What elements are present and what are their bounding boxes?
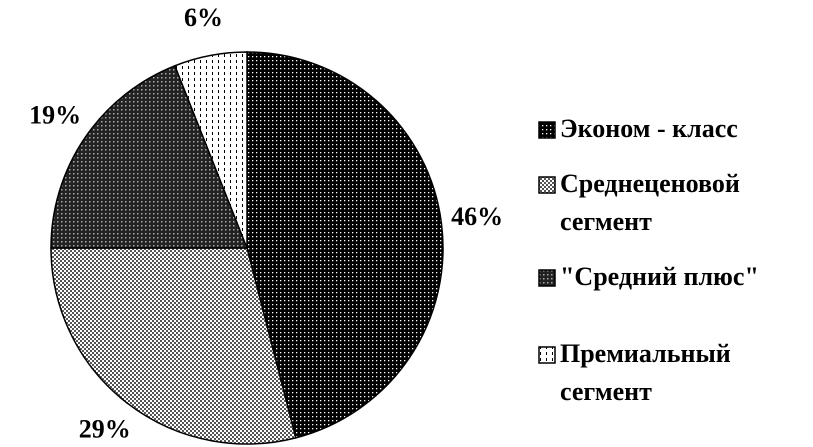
- data-label: 6%: [184, 3, 223, 32]
- data-label: 19%: [29, 101, 81, 130]
- legend-swatch-rect: [538, 121, 556, 139]
- legend-swatch: [538, 121, 556, 139]
- legend-swatch: [538, 269, 556, 287]
- pie-slice: [50, 64, 249, 249]
- legend-item: Премиальный сегмент: [538, 335, 808, 411]
- data-label: 29%: [79, 414, 131, 443]
- pie-slice: [173, 51, 248, 249]
- legend-swatch-rect: [538, 269, 556, 287]
- chart: 46% 29% 19% 6%: [29, 3, 503, 445]
- legend-label: Премиальный сегмент: [560, 339, 731, 406]
- legend-label: Среднеценовой сегмент: [560, 169, 740, 236]
- legend-swatch: [538, 346, 556, 364]
- pie-slice: [50, 247, 297, 445]
- legend-label: Эконом - класс: [560, 114, 738, 143]
- legend-label: "Средний плюс": [560, 262, 759, 291]
- legend-item: "Средний плюс": [538, 258, 808, 296]
- data-label: 46%: [451, 202, 503, 231]
- legend-item: Среднеценовой сегмент: [538, 165, 808, 241]
- pie-slice: [246, 51, 444, 439]
- legend-swatch-rect: [538, 346, 556, 364]
- legend: Эконом - класс Среднеценовой сегмент "Сред…: [538, 0, 813, 447]
- legend-swatch-rect: [538, 176, 556, 194]
- legend-item: Эконом - класс: [538, 110, 808, 148]
- legend-swatch: [538, 176, 556, 194]
